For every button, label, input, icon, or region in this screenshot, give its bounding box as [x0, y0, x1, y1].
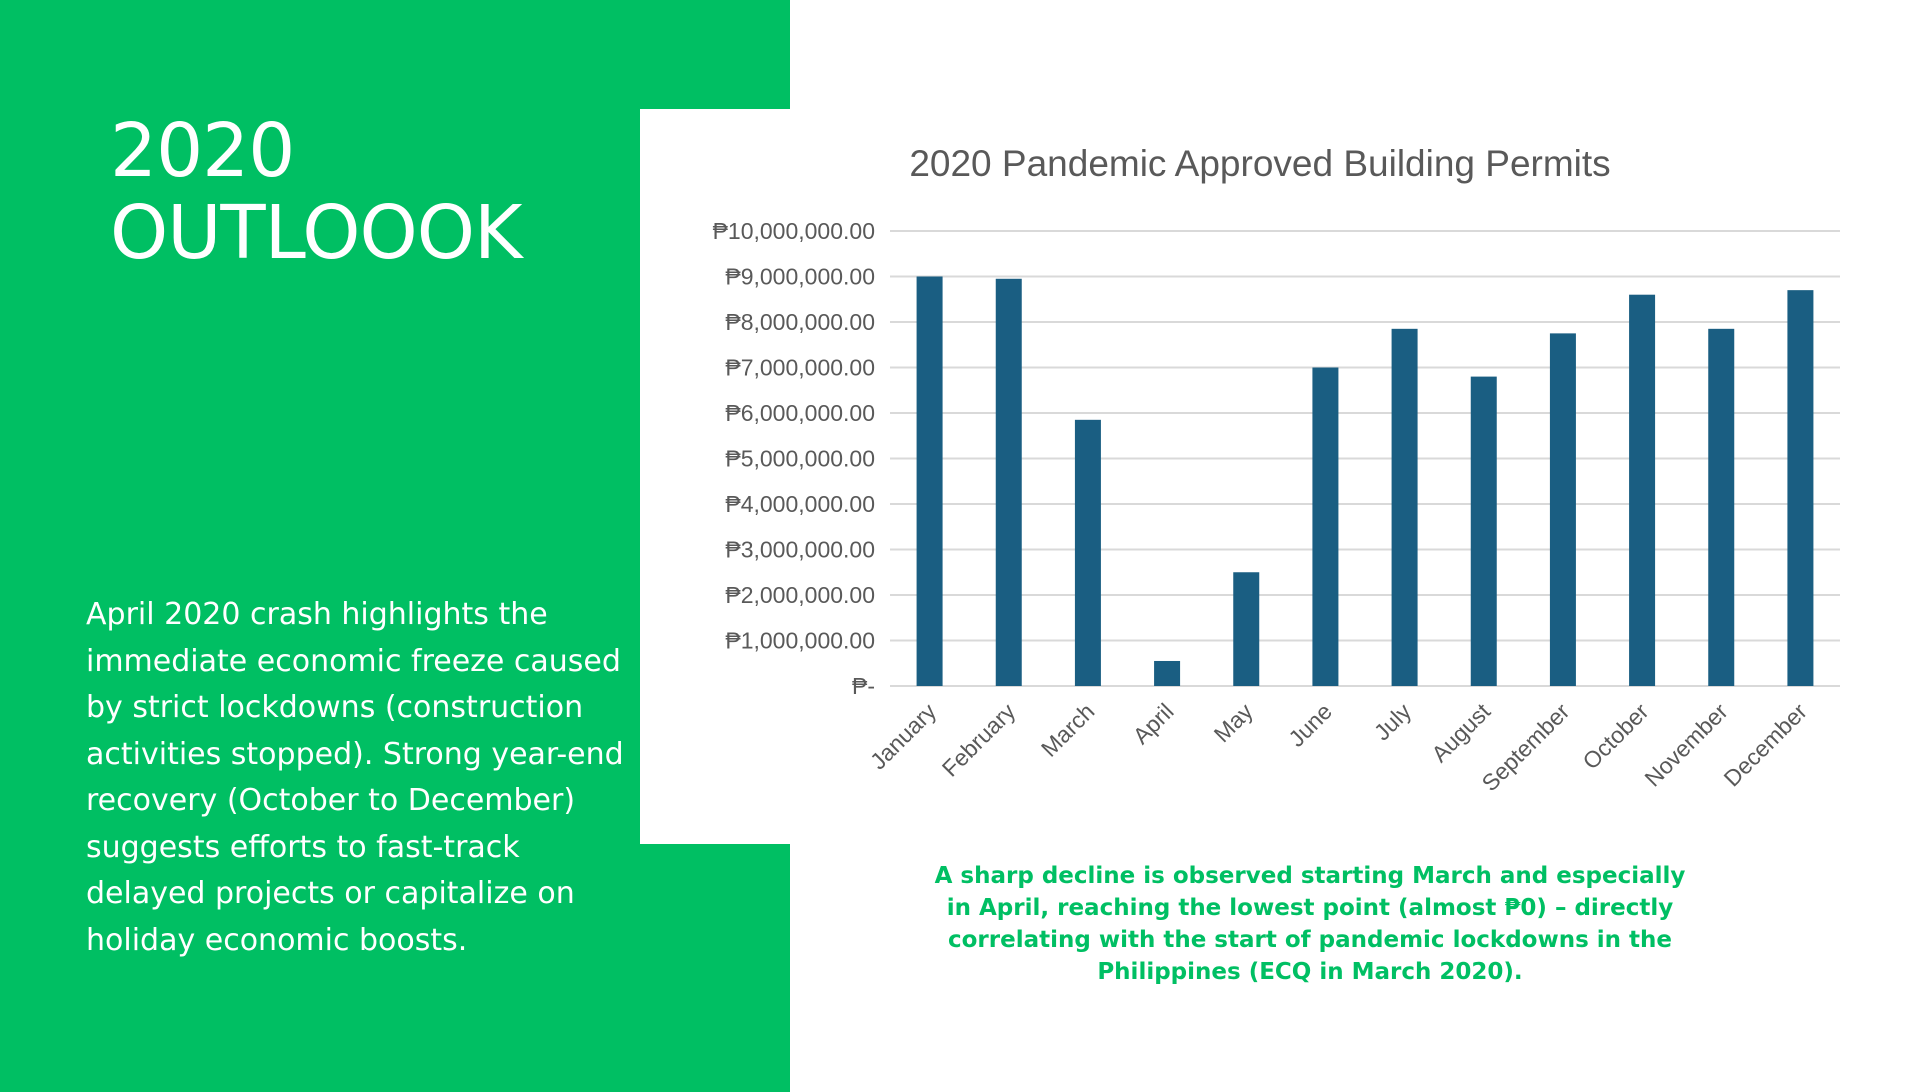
chart-caption: A sharp decline is observed starting Mar…	[934, 863, 1686, 985]
x-tick-label: November	[1639, 698, 1733, 792]
y-tick-label: ₱7,000,000.00	[725, 355, 875, 381]
x-tick-label: January	[865, 698, 942, 775]
y-tick-label: ₱2,000,000.00	[725, 582, 875, 608]
x-tick-label: October	[1577, 698, 1653, 774]
x-tick-label: March	[1036, 698, 1100, 762]
y-tick-label: ₱8,000,000.00	[725, 309, 875, 335]
x-tick-label: December	[1719, 698, 1813, 792]
y-tick-label: ₱3,000,000.00	[725, 537, 875, 563]
bar	[916, 276, 943, 686]
bar	[1391, 328, 1418, 686]
bar	[1549, 333, 1576, 686]
y-tick-label: ₱-	[852, 673, 875, 699]
title-line-2: OUTLOOOK	[110, 190, 522, 276]
x-tick-label: June	[1283, 698, 1337, 752]
bar	[1154, 660, 1181, 686]
x-tick-label: February	[937, 698, 1021, 782]
bar	[1233, 572, 1260, 686]
chart-title: 2020 Pandemic Approved Building Permits	[909, 143, 1610, 184]
chart-card: 2020 Pandemic Approved Building Permits ₱…	[640, 109, 1880, 844]
x-tick-label: August	[1426, 698, 1495, 767]
bar	[995, 278, 1022, 686]
y-tick-label: ₱10,000,000.00	[713, 218, 875, 244]
title-line-1: 2020	[110, 108, 295, 194]
y-tick-label: ₱5,000,000.00	[725, 446, 875, 472]
x-tick-label: May	[1209, 698, 1258, 747]
y-tick-label: ₱9,000,000.00	[725, 264, 875, 290]
bar	[1787, 290, 1814, 686]
bar	[1708, 328, 1735, 686]
bar-chart: 2020 Pandemic Approved Building Permits ₱…	[713, 143, 1840, 796]
x-tick-label: April	[1128, 698, 1179, 749]
slide-title: 2020 OUTLOOOK	[110, 108, 522, 276]
y-tick-label: ₱6,000,000.00	[725, 400, 875, 426]
y-tick-label: ₱1,000,000.00	[725, 628, 875, 654]
y-tick-label: ₱4,000,000.00	[725, 491, 875, 517]
bar	[1074, 419, 1101, 686]
bar	[1312, 367, 1339, 686]
x-tick-label: July	[1369, 698, 1417, 746]
bar	[1470, 376, 1497, 686]
body-text: April 2020 crash highlights the immediat…	[86, 597, 624, 958]
bar	[1629, 294, 1656, 686]
